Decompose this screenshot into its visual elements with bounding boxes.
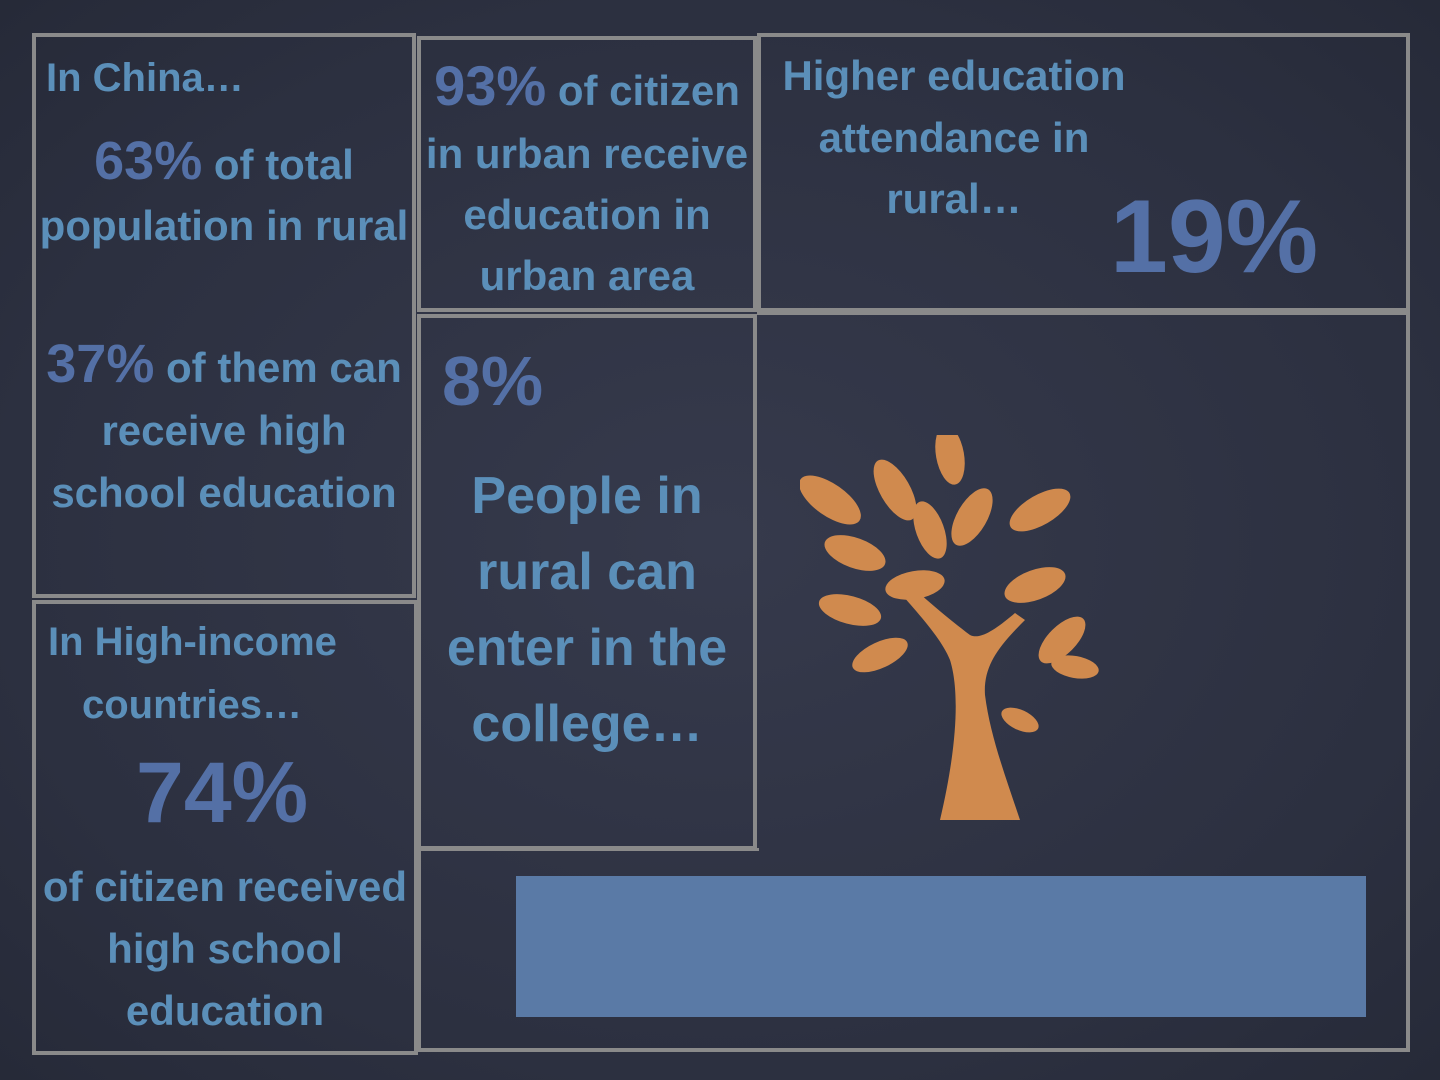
urban-pct: 93% <box>434 54 547 117</box>
china-stat2-line1: 37% of them can <box>36 337 412 391</box>
tree-icon <box>800 435 1099 820</box>
urban-rest: of citizen <box>546 67 740 114</box>
panel-higher-ed <box>757 33 1410 312</box>
high-income-line5: education <box>125 987 325 1034</box>
college-line3: enter in the <box>446 619 728 677</box>
panel-tree <box>757 312 1410 1052</box>
china-stat1-pct: 63% <box>94 131 203 191</box>
college-line1: People in <box>471 467 703 525</box>
panel-bottom <box>417 848 759 1052</box>
urban-line4: urban area <box>479 252 695 299</box>
urban-line2: in urban receive <box>425 130 749 177</box>
china-stat2-line3: school education <box>51 469 397 516</box>
urban-line3: education in <box>463 191 711 238</box>
higher-ed-line3: rural… <box>886 175 1022 222</box>
higher-ed-line2: attendance in <box>818 114 1090 161</box>
panel-urban <box>417 36 757 312</box>
china-stat2-line2: receive high <box>101 407 347 454</box>
high-income-line1: In High-income <box>48 620 337 664</box>
china-stat2-rest: of them can <box>154 344 402 391</box>
college-pct: 8% <box>442 342 544 420</box>
china-stat1-line2: population in rural <box>39 202 409 249</box>
china-intro: In China… <box>46 56 244 100</box>
blue-banner <box>516 876 1366 1017</box>
china-stat2-pct: 37% <box>46 334 155 394</box>
high-income-pct: 74% <box>136 745 309 841</box>
higher-ed-pct: 19% <box>1110 179 1319 295</box>
high-income-line4: high school <box>107 925 343 972</box>
college-line2: rural can <box>477 543 697 601</box>
panel-high-income <box>32 600 418 1055</box>
china-stat1-rest: of total <box>202 141 354 188</box>
higher-ed-line1: Higher education <box>782 52 1126 99</box>
urban-line1: 93% of citizen <box>420 58 754 114</box>
china-stat1-line1: 63% of total <box>36 134 412 188</box>
panel-china <box>32 33 416 598</box>
high-income-line3: of citizen received <box>42 863 408 910</box>
high-income-line2: countries… <box>82 683 303 727</box>
college-line4: college… <box>471 695 703 753</box>
